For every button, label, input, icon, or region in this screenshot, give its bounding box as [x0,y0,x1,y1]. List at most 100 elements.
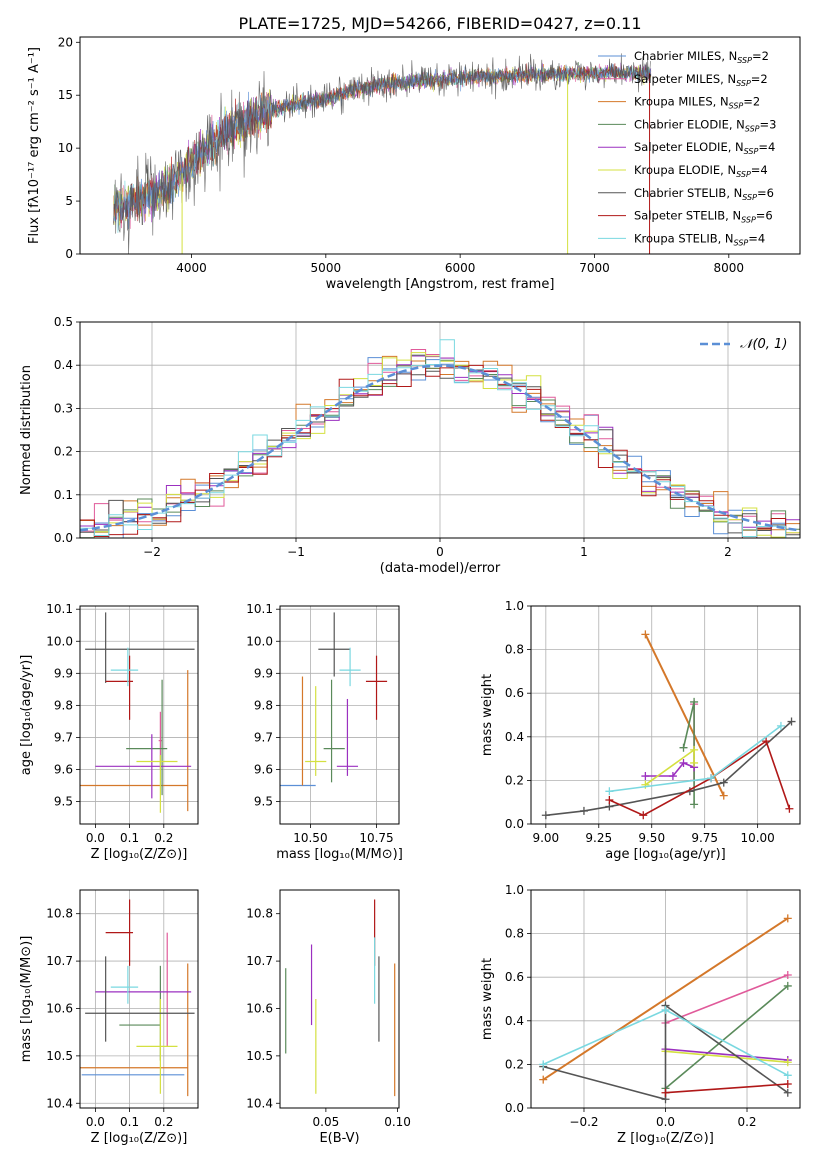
plus-marker [787,717,796,726]
y-tick-label: 9.8 [254,698,273,712]
plus-marker [641,630,650,639]
legend-entry-0: Chabrier MILES, NSSP=2 [634,49,769,65]
grid-lines [80,606,198,824]
panel-mass_weight_vs_age: 9.00 9.25 9.50 9.75 10.00 0.0 0.2 0.4 0.6 0.8 1.0 a… [480,599,801,862]
plot-area [80,899,195,1097]
y-tick-label: 10.1 [46,602,73,616]
legend-label: Salpeter MILES, N [634,72,736,86]
mass-weight-line-7 [665,1083,788,1094]
legend-entry-5: Kroupa ELODIE, NSSP=4 [634,163,768,179]
axes-frame [279,889,400,1109]
plus-marker [668,772,677,781]
spectrum-line-6 [113,53,651,254]
x-axis-label: Z [log₁₀(Z/Z⊙)] [91,847,188,862]
plot-area [80,612,195,813]
legend-subscript: SSP [736,170,751,179]
x-axis-label: wavelength [Angstrom, rest frame] [326,277,555,292]
y-tick-label: 5 [65,194,73,208]
x-tick-label: −0.2 [569,1115,598,1129]
plus-marker [785,804,794,813]
legend-subscript: SSP [741,216,756,225]
plus-marker [783,914,792,923]
plus-marker [783,1071,792,1080]
legend-suffix: =4 [758,140,775,154]
plus-marker [719,791,728,800]
legend-subscript: SSP [744,147,759,156]
legend-label: Salpeter STELIB, N [634,209,741,223]
grid-lines [280,606,399,824]
x-tick-label: 0.2 [154,1115,173,1129]
x-tick-label: 9.00 [532,831,559,845]
legend-label: Kroupa STELIB, N [634,231,734,245]
y-tick-label: 0.8 [505,927,524,941]
mass-weight-line-3 [664,985,789,1090]
y-tick-label: 1.0 [505,599,524,613]
legend-entry-6: Chabrier STELIB, NSSP=6 [634,186,774,202]
legend-label: Salpeter ELODIE, N [634,140,744,154]
y-tick-label: 9.6 [254,763,273,777]
legend-suffix: =2 [751,72,768,86]
plus-marker [690,697,699,706]
mass-weight-line-6 [542,1003,789,1101]
mass-weight-line-1 [665,974,789,1024]
y-tick-label: 9.7 [54,730,73,744]
x-axis-label: age [log₁₀(age/yr)] [605,847,726,862]
x-tick-label: 0.2 [737,1115,756,1129]
y-tick-label: 10.4 [46,1096,73,1110]
plus-marker [539,1075,548,1084]
panel-mass_weight_vs_Z: −0.2 0.0 0.2 0.0 0.2 0.4 0.6 0.8 1.0 Z [log₁₀(Z/Z… [480,883,801,1146]
x-axis-label: mass [log₁₀(M/M⊙)] [276,847,403,862]
y-tick-label: 0.1 [54,488,73,502]
x-tick-label: 10.75 [359,831,393,845]
x-tick-label: 1 [580,545,588,559]
plot-area [280,612,388,787]
y-tick-label: 0.6 [505,970,524,984]
plus-marker [783,981,792,990]
legend-label: Chabrier MILES, N [634,49,737,63]
y-tick-label: 0.2 [505,773,524,787]
plus-marker [783,1058,792,1067]
legend-subscript: SSP [729,102,744,111]
plot-area [539,914,792,1104]
plus-marker [762,737,771,746]
y-axis-label: mass weight [480,674,495,756]
plus-marker [541,811,550,820]
y-tick-label: 0.4 [505,1014,524,1028]
axes-frame [79,321,801,539]
plus-marker [539,1060,548,1069]
y-tick-label: 9.9 [254,666,273,680]
axes-frame [279,605,400,825]
panel-mass_vs_Z: 0.0 0.1 0.2 10.4 10.5 10.6 10.7 10.8 Z [log₁₀(Z/… [19,889,199,1146]
y-tick-label: 9.5 [54,795,73,809]
y-tick-label: 15 [58,88,73,102]
panel-age_vs_mass: 10.50 10.75 9.5 9.6 9.7 9.8 9.9 10.0 10.1 mass [l… [246,602,402,862]
legend-suffix: =4 [748,231,765,245]
mass-weight-line-2 [644,633,725,797]
plus-marker [783,971,792,980]
plus-marker [679,758,688,767]
panel-mass_vs_EBV: 0.05 0.10 10.4 10.5 10.6 10.7 10.8 E(B-V) [246,889,411,1146]
normal-curve [80,364,800,532]
y-tick-label: 0.5 [54,315,73,329]
plus-marker [661,1005,670,1014]
plus-marker [690,758,699,767]
x-tick-label: 0.1 [120,1115,139,1129]
grid-lines [80,890,198,1108]
panel-spectrum: 4000 5000 6000 7000 8000 0 5 10 15 20 wavelength [… [27,35,801,292]
y-tick-label: 9.7 [254,730,273,744]
y-tick-label: 10.0 [246,634,273,648]
legend-entry-1: Salpeter MILES, NSSP=2 [634,72,768,88]
legend-subscript: SSP [745,124,760,133]
x-tick-label: 8000 [714,261,745,275]
y-tick-label: 0 [65,247,73,261]
y-tick-label: 0.4 [505,730,524,744]
y-tick-label: 10.6 [46,1001,73,1015]
y-tick-label: 1.0 [505,883,524,897]
legend-entry-7: Salpeter STELIB, NSSP=6 [634,209,773,225]
x-tick-label: 2 [724,545,732,559]
x-tick-label: 10.50 [293,831,327,845]
y-tick-label: 20 [58,35,73,49]
plus-marker [579,806,588,815]
legend-suffix: =3 [760,117,777,131]
